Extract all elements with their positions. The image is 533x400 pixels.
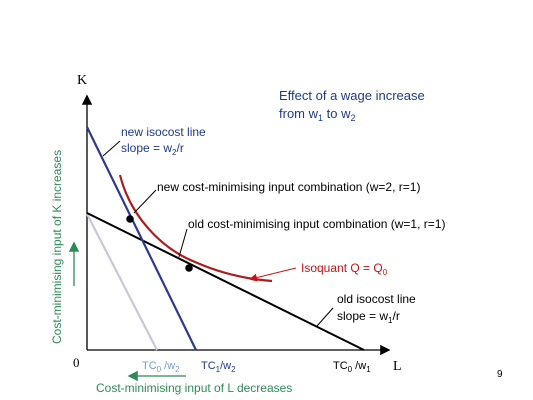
intercept-tc1-w2: TC1/w2 (201, 360, 236, 374)
old-combination-pointer (178, 228, 188, 258)
l-decreases-label: Cost-minimising input of L decreases (96, 381, 292, 395)
intercept-tc0-w1: TC0 /w1 (333, 360, 371, 374)
slide-title-line2: from w1 to w2 (279, 106, 356, 123)
new-isocost-line (86, 126, 197, 351)
isocost-line-tc0-w2 (86, 213, 158, 351)
isoquant-curve (118, 174, 273, 283)
new-isocost-label-line2: slope = w2/r (121, 141, 184, 157)
old-cost-minimising-point (185, 264, 193, 272)
isoquant-pointer (249, 267, 297, 282)
origin-label: 0 (73, 355, 80, 370)
new-cost-minimising-point (126, 215, 134, 223)
old-isocost-line (86, 212, 365, 351)
slide-title-line1: Effect of a wage increase (279, 88, 425, 103)
old-isocost-pointer (316, 307, 334, 327)
old-isocost-label-line1: old isocost line (337, 292, 416, 306)
page-number: 9 (497, 369, 503, 380)
new-isocost-label-line1: new isocost line (121, 125, 206, 139)
k-increases-label: Cost-minimising input of K increases (50, 150, 64, 344)
y-axis-label: K (77, 73, 87, 88)
intercept-tc0-w2: TC0 /w2 (142, 360, 180, 374)
isoquant-label: Isoquant Q = Q0 (301, 261, 388, 277)
old-combination-label: old cost-minimising input combination (w… (188, 217, 445, 231)
x-axis-label: L (393, 359, 402, 374)
old-isocost-label-line2: slope = w1/r (337, 309, 400, 325)
new-combination-label: new cost-minimising input combination (w… (157, 180, 420, 194)
new-isocost-pointer (102, 140, 121, 157)
new-combination-pointer (133, 189, 157, 214)
